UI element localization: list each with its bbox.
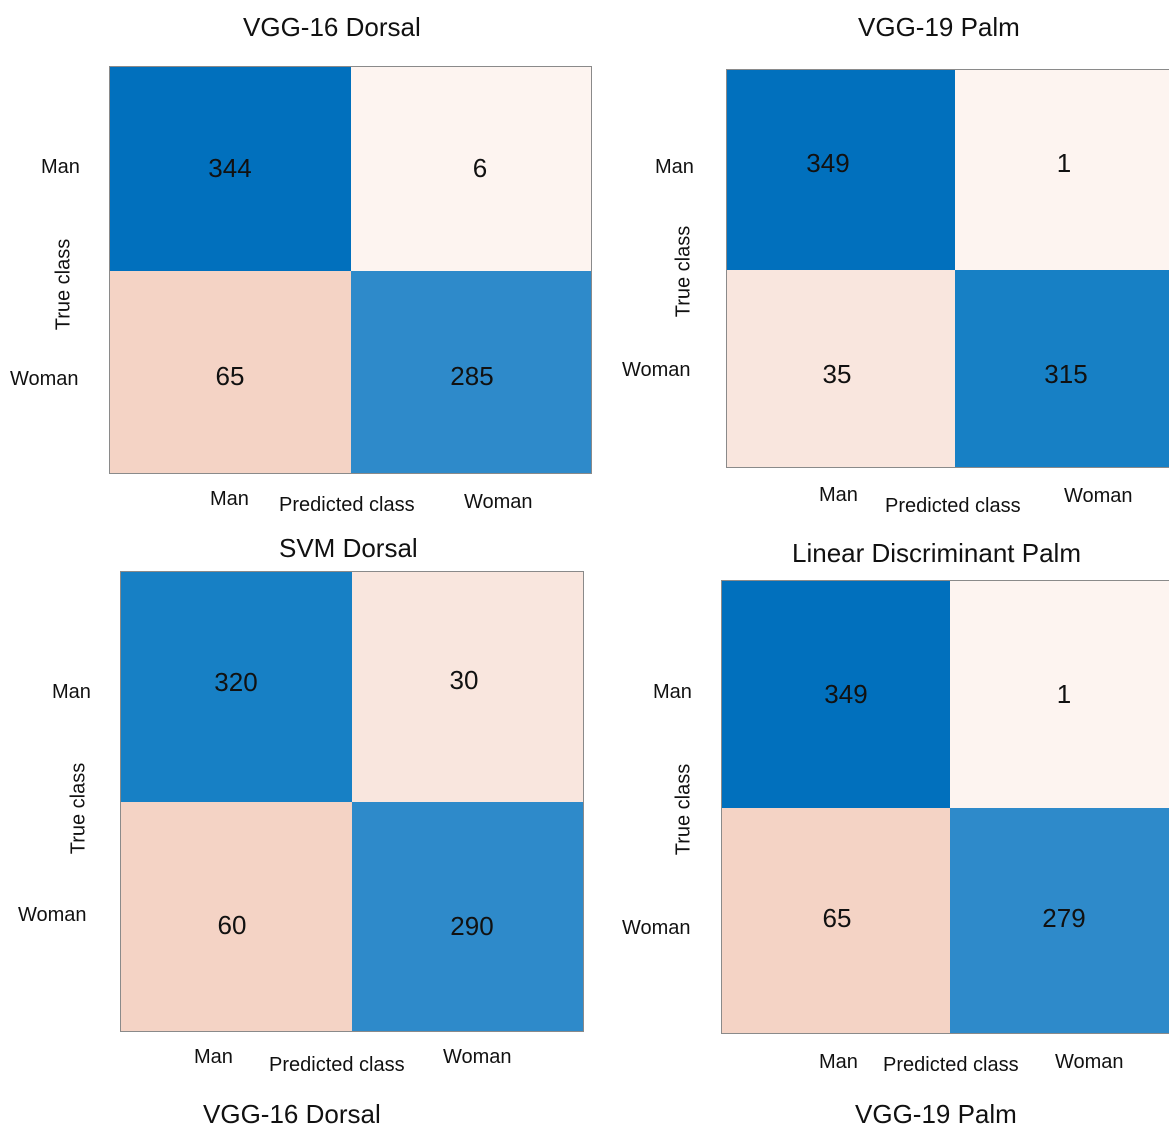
cell-man-man: [109, 66, 351, 271]
value-man-woman: 1: [1056, 148, 1072, 178]
y-tick-woman: Woman: [622, 359, 691, 381]
cell-woman-man: [726, 270, 955, 468]
value-man-woman: 6: [472, 153, 488, 183]
cell-woman-woman: [950, 808, 1169, 1034]
value-man-man: 349: [824, 679, 868, 709]
value-man-man: 344: [208, 153, 252, 183]
value-man-woman: 30: [449, 665, 479, 695]
y-tick-woman: Woman: [18, 904, 87, 926]
x-axis-label: Predicted class: [269, 1054, 405, 1076]
matrix-frame: [120, 571, 584, 1032]
cell-woman-man: [109, 271, 351, 474]
caption: VGG-19 Palm: [855, 1099, 1017, 1129]
chart-title: VGG-16 Dorsal: [243, 12, 421, 42]
value-woman-man: 65: [215, 361, 245, 391]
matrix-frame: [726, 69, 1169, 468]
y-tick-man: Man: [52, 681, 91, 703]
cell-man-man: [120, 571, 352, 802]
x-axis-label: Predicted class: [885, 495, 1021, 517]
chart-title: Linear Discriminant Palm: [792, 538, 1081, 568]
cell-man-woman: [352, 571, 584, 802]
x-tick-man: Man: [819, 1051, 858, 1073]
value-woman-man: 60: [217, 910, 247, 940]
x-tick-man: Man: [819, 484, 858, 506]
x-tick-woman: Woman: [1055, 1051, 1124, 1073]
caption: VGG-16 Dorsal: [203, 1099, 381, 1129]
x-tick-woman: Woman: [443, 1046, 512, 1068]
y-tick-woman: Woman: [622, 917, 691, 939]
value-man-woman: 1: [1056, 679, 1072, 709]
cell-man-man: [721, 580, 950, 808]
x-tick-man: Man: [210, 488, 249, 510]
matrix-frame: [721, 580, 1169, 1034]
cell-man-woman: [950, 580, 1169, 808]
cell-woman-woman: [352, 802, 584, 1032]
y-tick-man: Man: [655, 156, 694, 178]
cell-woman-woman: [351, 271, 592, 474]
y-tick-man: Man: [41, 156, 80, 178]
x-axis-label: Predicted class: [279, 494, 415, 516]
chart-title: VGG-19 Palm: [858, 12, 1020, 42]
y-tick-man: Man: [653, 681, 692, 703]
cell-man-woman: [955, 69, 1169, 270]
cell-woman-man: [120, 802, 352, 1032]
value-woman-woman: 315: [1044, 359, 1088, 389]
y-axis-label: True class: [52, 238, 75, 331]
cell-woman-man: [721, 808, 950, 1034]
value-woman-man: 65: [822, 903, 852, 933]
value-man-man: 349: [806, 148, 850, 178]
x-axis-label: Predicted class: [883, 1054, 1019, 1076]
value-woman-woman: 279: [1042, 903, 1086, 933]
y-axis-label: True class: [67, 762, 90, 855]
value-woman-man: 35: [822, 359, 852, 389]
value-man-man: 320: [214, 667, 258, 697]
cell-man-woman: [351, 66, 592, 271]
value-woman-woman: 285: [450, 361, 494, 391]
value-woman-woman: 290: [450, 911, 494, 941]
chart-title: SVM Dorsal: [279, 533, 418, 563]
cell-man-man: [726, 69, 955, 270]
y-tick-woman: Woman: [10, 368, 79, 390]
x-tick-woman: Woman: [464, 491, 533, 513]
x-tick-man: Man: [194, 1046, 233, 1068]
y-axis-label: True class: [672, 763, 695, 856]
y-axis-label: True class: [672, 225, 695, 318]
cell-woman-woman: [955, 270, 1169, 468]
matrix-frame: [109, 66, 592, 474]
x-tick-woman: Woman: [1064, 485, 1133, 507]
